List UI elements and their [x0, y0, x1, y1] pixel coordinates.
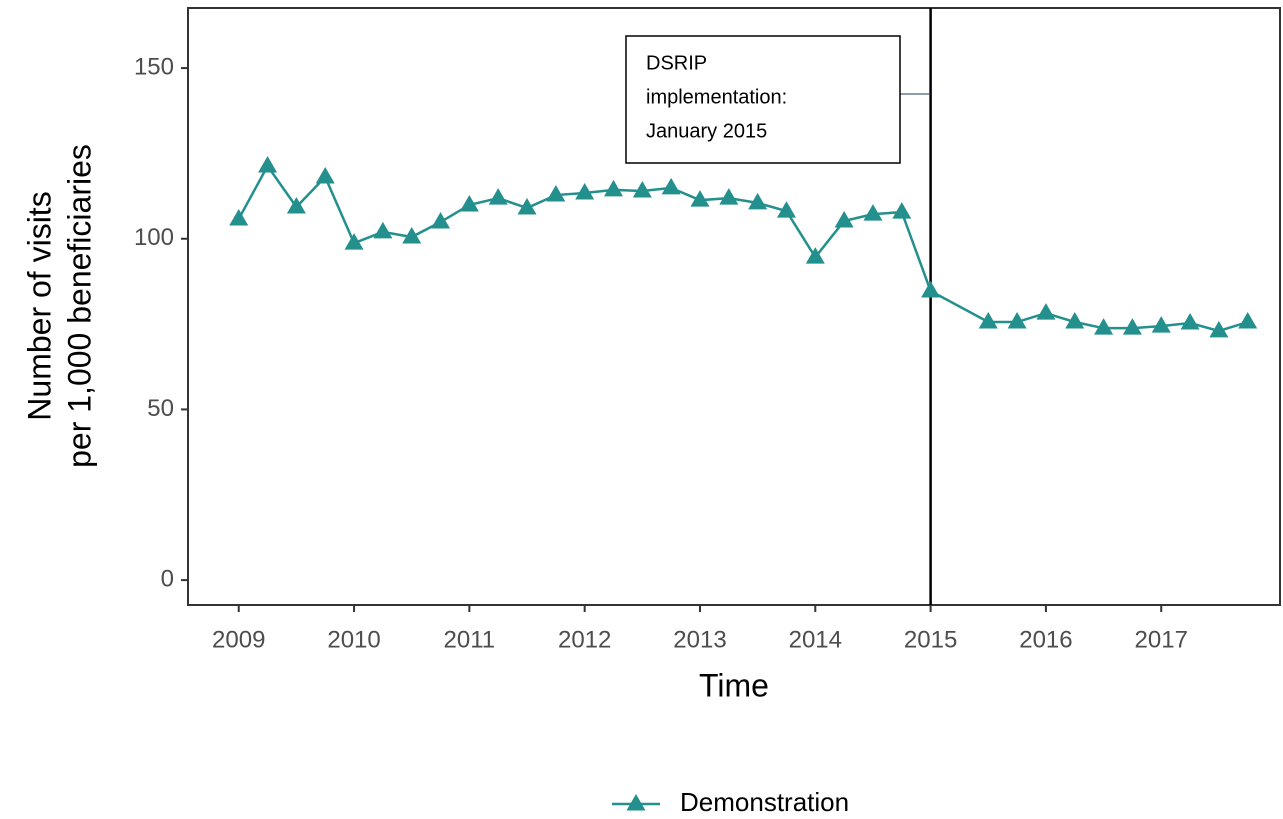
point [488, 188, 508, 205]
point [459, 194, 479, 212]
x-tick-label: 2011 [444, 626, 496, 653]
y-tick-label: 150 [134, 53, 174, 80]
legend-marker [626, 794, 646, 811]
x-tick-label: 2009 [212, 626, 265, 653]
annotation-text: implementation: [646, 86, 787, 108]
y-tick-label: 0 [161, 565, 174, 592]
point [921, 280, 941, 298]
point [834, 210, 854, 228]
point [402, 227, 422, 244]
x-tick-label: 2015 [904, 626, 957, 653]
point [748, 192, 768, 210]
point [1122, 318, 1142, 335]
point [978, 312, 998, 329]
y-axis-title: Number of visits [21, 191, 57, 420]
point [258, 156, 278, 173]
x-axis-title: Time [699, 667, 769, 703]
point [863, 204, 883, 221]
point [1007, 312, 1027, 329]
point [546, 185, 566, 202]
point [661, 177, 681, 195]
point [805, 247, 825, 264]
point [1151, 316, 1171, 333]
point [344, 233, 364, 250]
point [575, 183, 595, 200]
point [892, 202, 912, 219]
point [719, 188, 739, 205]
point [1238, 312, 1258, 329]
x-tick-label: 2014 [789, 626, 842, 653]
plot-frame [187, 7, 1281, 606]
point [373, 221, 393, 239]
x-tick-label: 2017 [1135, 626, 1188, 653]
legend-label: Demonstration [680, 787, 849, 817]
point [1065, 312, 1085, 329]
annotation-text: DSRIP [646, 52, 707, 74]
x-tick-label: 2010 [327, 626, 380, 653]
point [603, 179, 623, 197]
point [286, 197, 306, 214]
y-axis-title: per 1,000 beneficiaries [61, 144, 97, 468]
point [1094, 318, 1114, 335]
annotation-box [625, 35, 901, 164]
series-line [237, 163, 1249, 333]
point [1209, 320, 1229, 338]
point [1180, 313, 1200, 330]
x-tick-label: 2016 [1019, 626, 1072, 653]
point [1036, 303, 1056, 320]
point [431, 212, 451, 229]
point [315, 166, 335, 184]
point [229, 208, 249, 226]
point [517, 198, 537, 215]
point [776, 201, 796, 218]
x-tick-label: 2013 [673, 626, 726, 653]
annotation-text: January 2015 [646, 120, 767, 142]
x-tick-label: 2012 [558, 626, 611, 653]
point [632, 180, 652, 198]
y-tick-label: 100 [134, 224, 174, 251]
point [690, 190, 710, 207]
y-tick-label: 50 [147, 395, 174, 422]
